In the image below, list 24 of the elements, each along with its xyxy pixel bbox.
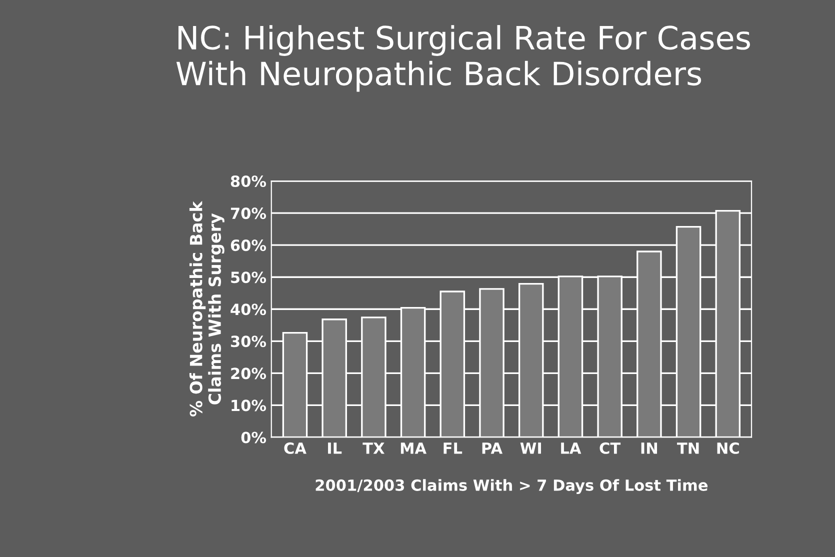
y-tick-label: 30% — [230, 336, 266, 348]
x-tick-label: WI — [520, 442, 541, 454]
x-tick-label: IL — [328, 442, 342, 454]
y-tick-label: 60% — [230, 240, 266, 252]
x-tick-label: NC — [717, 442, 739, 454]
x-axis-title: 2001/2003 Claims With > 7 Days Of Lost Time — [316, 479, 708, 494]
x-tick-label: CT — [600, 442, 621, 454]
x-tick-label: CA — [284, 442, 306, 454]
y-axis-title: % Of Neuropathic Back Claims With Surgery — [189, 200, 224, 417]
x-tick-label: TX — [362, 442, 384, 454]
y-tick-label: 40% — [230, 304, 266, 316]
chart-title: NC: Highest Surgical Rate For Cases With Neuropathic Back Disorders — [176, 25, 750, 92]
x-tick-label: IN — [641, 442, 658, 454]
y-tick-label: 0% — [241, 432, 266, 444]
y-tick-label: 70% — [230, 208, 266, 220]
x-tick-label: LA — [561, 442, 582, 454]
y-tick-label: 20% — [231, 368, 266, 380]
y-tick-label: 80% — [230, 175, 266, 188]
x-tick-label: PA — [482, 442, 502, 454]
y-tick-label: 50% — [231, 272, 266, 284]
x-tick-label: FL — [444, 442, 462, 454]
x-tick-label: MA — [400, 442, 426, 454]
y-tick-label: 10% — [232, 400, 266, 412]
x-tick-label: TN — [677, 442, 699, 454]
